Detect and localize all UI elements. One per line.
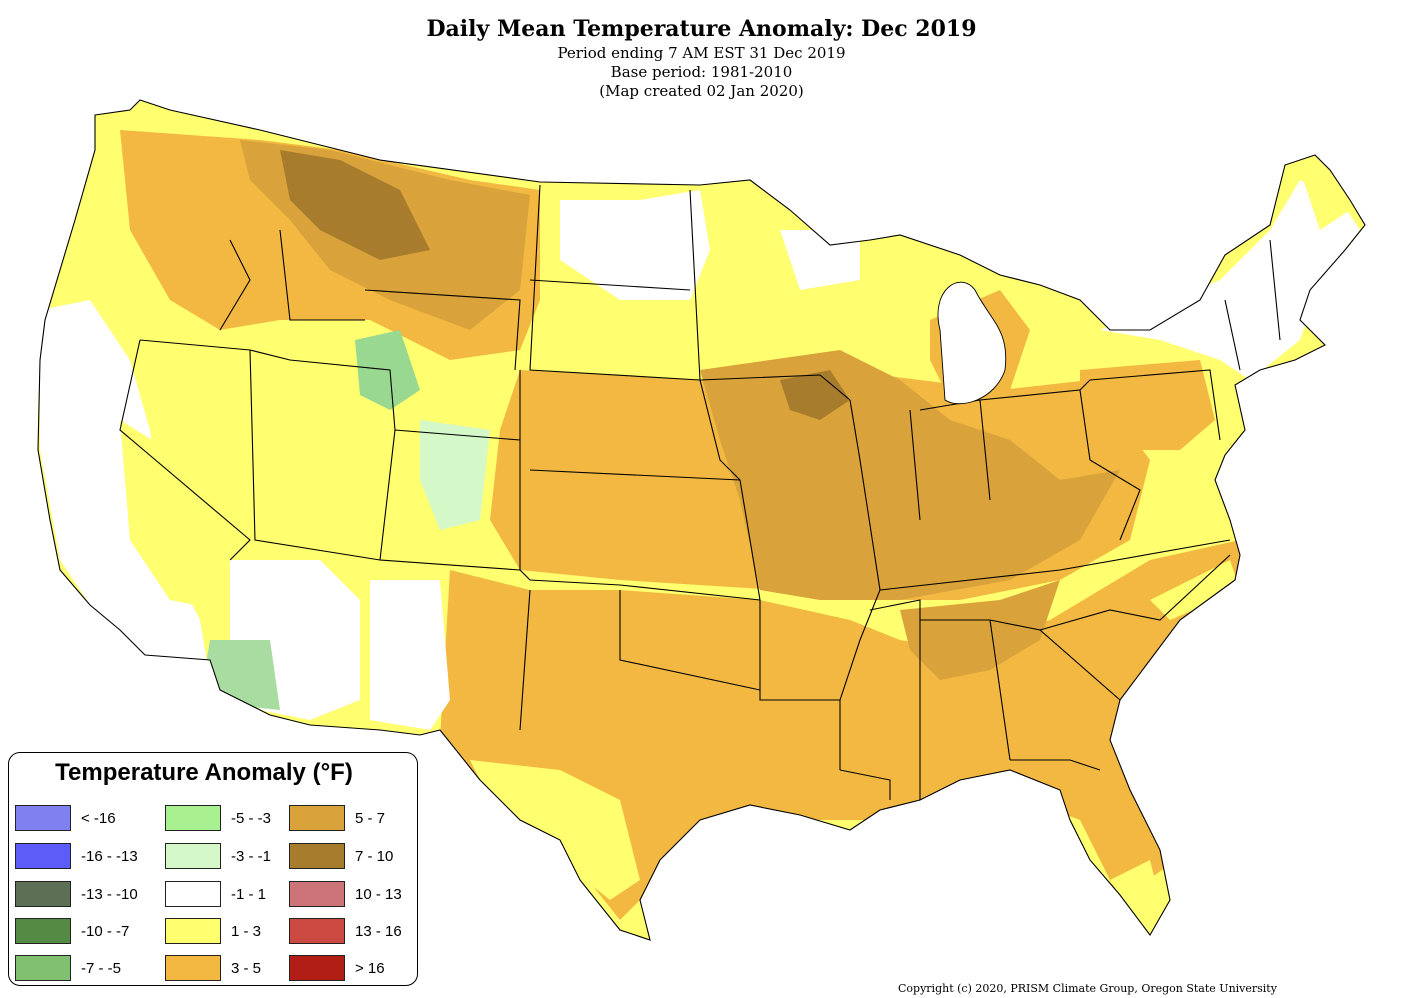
anomaly-7-10-iowa — [780, 370, 850, 420]
legend-swatch — [15, 881, 71, 907]
anomaly-neutral-northeast — [1100, 180, 1360, 380]
legend-label: -5 - -3 — [231, 809, 272, 827]
legend-label: -13 - -10 — [81, 885, 138, 903]
legend-label: 1 - 3 — [231, 922, 262, 940]
legend-panel: Temperature Anomaly (°F) < -16 -16 - -13… — [8, 752, 418, 986]
legend-swatch — [165, 918, 221, 944]
map-title: Daily Mean Temperature Anomaly: Dec 2019 — [426, 16, 977, 42]
anomaly-1-3-carolina-coast — [1150, 560, 1240, 620]
legend-swatch — [289, 805, 345, 831]
anomaly-1-3-sierra — [120, 420, 230, 610]
legend-item-minus-16-to-minus-13: -16 - -13 — [15, 842, 138, 870]
state-boundaries — [37, 99, 1366, 941]
anomaly-5-7-tennessee-alabama — [900, 580, 1060, 680]
anomaly-1-3-south-florida — [1110, 860, 1165, 935]
legend-label: 13 - 16 — [355, 922, 402, 940]
anomaly-neutral-upper-peninsula — [780, 230, 860, 290]
legend-swatch — [165, 955, 221, 981]
legend-label: 10 - 13 — [355, 885, 402, 903]
legend-swatch — [15, 843, 71, 869]
legend-label: -1 - 1 — [231, 885, 267, 903]
legend-item-13-to-16: 13 - 16 — [289, 917, 402, 945]
legend-swatch — [15, 955, 71, 981]
legend-item-minus-1-to-1: -1 - 1 — [165, 880, 266, 908]
legend-item-below-minus-16: < -16 — [15, 804, 116, 832]
anomaly-neutral-north-dakota — [560, 190, 710, 300]
legend-swatch — [165, 843, 221, 869]
legend-item-minus-7-to-minus-5: -7 - -5 — [15, 954, 121, 982]
legend-swatch — [15, 805, 71, 831]
legend-item-1-to-3: 1 - 3 — [165, 917, 261, 945]
legend-item-3-to-5: 3 - 5 — [165, 954, 261, 982]
legend-swatch — [289, 918, 345, 944]
legend-swatch — [289, 955, 345, 981]
anomaly-7-10-montana — [280, 150, 430, 260]
legend-item-7-to-10: 7 - 10 — [289, 842, 393, 870]
legend-label: -10 - -7 — [81, 922, 130, 940]
map-header: Daily Mean Temperature Anomaly: Dec 2019… — [0, 14, 1403, 101]
lake-michigan — [937, 281, 1007, 405]
anomaly-1-3-maine — [1300, 160, 1350, 230]
legend-swatch — [289, 843, 345, 869]
legend-item-10-to-13: 10 - 13 — [289, 880, 402, 908]
base-period-line: Base period: 1981-2010 — [610, 63, 793, 81]
copyright-notice: Copyright (c) 2020, PRISM Climate Group,… — [898, 982, 1277, 995]
legend-title: Temperature Anomaly (°F) — [55, 759, 353, 786]
legend-label: > 16 — [355, 959, 385, 977]
legend-label: -3 - -1 — [231, 847, 272, 865]
anomaly-1-3-south-texas — [470, 760, 640, 900]
legend-item-above-16: > 16 — [289, 954, 385, 982]
anomaly-3-5-pennsylvania — [1080, 360, 1215, 450]
legend-item-minus-13-to-minus-10: -13 - -10 — [15, 880, 138, 908]
legend-swatch — [15, 918, 71, 944]
legend-swatch — [165, 881, 221, 907]
legend-swatch — [165, 805, 221, 831]
anomaly-cool-southern-arizona — [205, 640, 280, 710]
legend-label: -16 - -13 — [81, 847, 138, 865]
anomaly-3-5-south — [440, 540, 1260, 920]
legend-item-minus-3-to-minus-1: -3 - -1 — [165, 842, 271, 870]
legend-label: 3 - 5 — [231, 959, 262, 977]
anomaly-neutral-new-mexico — [370, 580, 450, 730]
period-line: Period ending 7 AM EST 31 Dec 2019 — [557, 44, 846, 62]
legend-label: 5 - 7 — [355, 809, 386, 827]
legend-swatch — [289, 881, 345, 907]
legend-label: < -16 — [81, 809, 116, 827]
legend-item-5-to-7: 5 - 7 — [289, 804, 385, 832]
legend-item-minus-10-to-minus-7: -10 - -7 — [15, 917, 129, 945]
legend-label: 7 - 10 — [355, 847, 394, 865]
anomaly-cool-colorado — [420, 420, 490, 530]
legend-label: -7 - -5 — [81, 959, 122, 977]
map-created-line: (Map created 02 Jan 2020) — [599, 82, 804, 100]
legend-item-minus-5-to-minus-3: -5 - -3 — [165, 804, 271, 832]
